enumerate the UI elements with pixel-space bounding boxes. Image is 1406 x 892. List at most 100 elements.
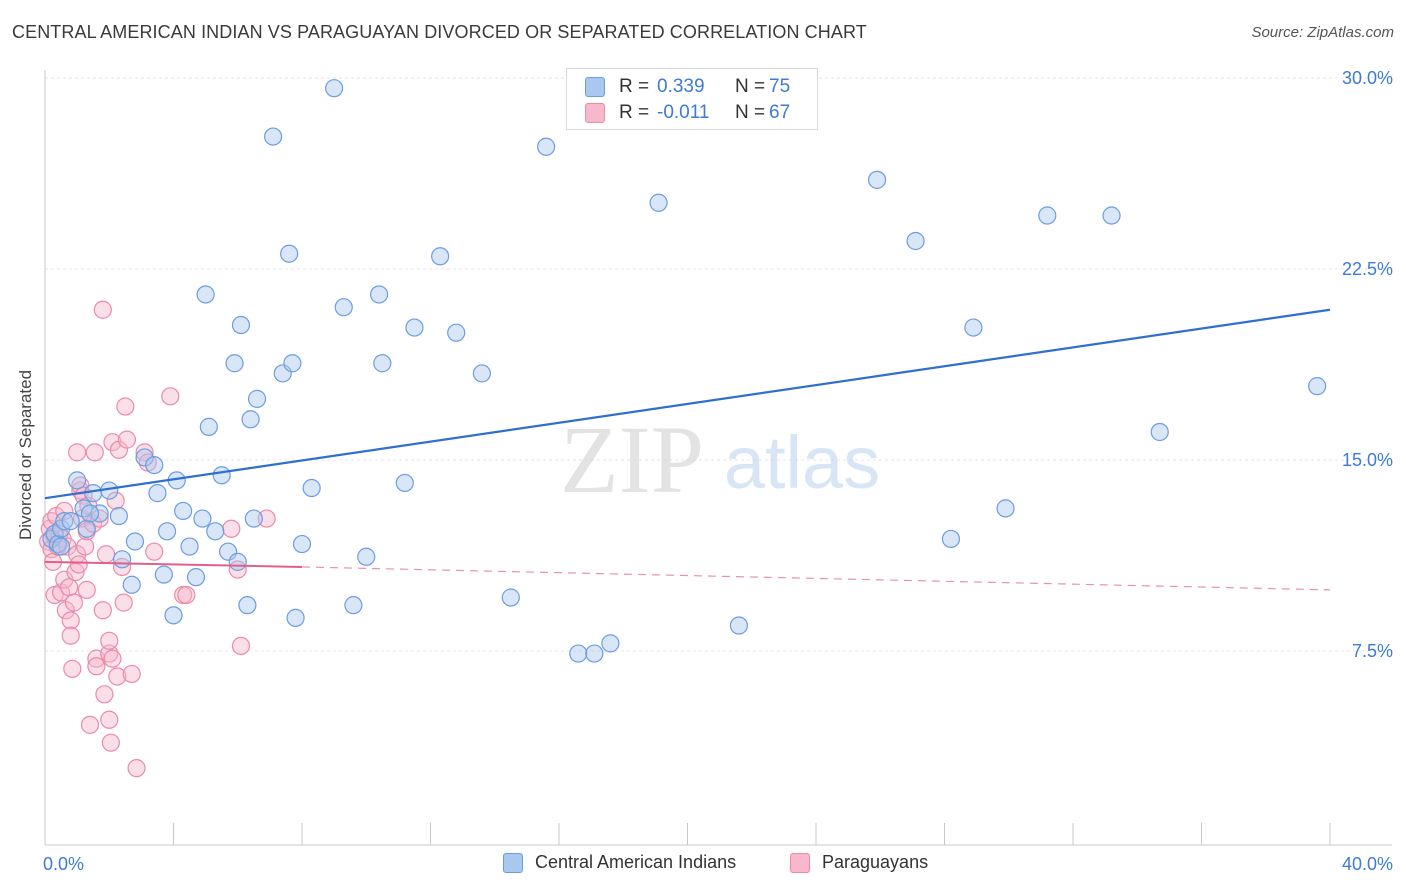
point-paraguayans bbox=[177, 585, 196, 605]
stats-legend-row-central-american-indians: R = 0.339 N = 75 bbox=[585, 75, 790, 99]
point-paraguayans bbox=[100, 710, 119, 729]
point-central-american-indians bbox=[77, 519, 96, 538]
point-paraguayans bbox=[108, 667, 127, 686]
point-central-american-indians bbox=[196, 285, 215, 304]
trend-line-paraguayans bbox=[44, 560, 303, 568]
watermark-zip: ZIP bbox=[560, 406, 704, 513]
point-paraguayans bbox=[93, 601, 112, 620]
point-paraguayans bbox=[222, 519, 241, 538]
point-paraguayans bbox=[93, 300, 112, 319]
point-paraguayans bbox=[145, 542, 164, 561]
y-tick-label: 15.0% bbox=[1342, 450, 1393, 470]
point-central-american-indians bbox=[154, 565, 173, 584]
source-label: Source: ZipAtlas.com bbox=[1251, 24, 1394, 41]
y-tick-label: 22.5% bbox=[1342, 259, 1393, 279]
point-paraguayans bbox=[55, 501, 74, 521]
point-central-american-indians bbox=[51, 537, 71, 556]
point-central-american-indians bbox=[164, 606, 183, 625]
point-paraguayans bbox=[95, 685, 114, 704]
point-central-american-indians bbox=[649, 193, 668, 212]
point-central-american-indians bbox=[395, 473, 414, 493]
point-paraguayans bbox=[80, 715, 100, 734]
point-central-american-indians bbox=[472, 364, 491, 383]
point-central-american-indians bbox=[68, 471, 87, 490]
r-value: 0.339 bbox=[657, 76, 705, 97]
trend-extension-paraguayans bbox=[301, 566, 1331, 591]
point-central-american-indians bbox=[447, 323, 466, 342]
point-central-american-indians bbox=[501, 588, 520, 607]
point-central-american-indians bbox=[537, 137, 556, 156]
point-paraguayans bbox=[64, 593, 84, 612]
point-central-american-indians bbox=[941, 529, 961, 549]
point-central-american-indians bbox=[1038, 206, 1057, 225]
point-central-american-indians bbox=[199, 417, 218, 436]
point-central-american-indians bbox=[1308, 377, 1327, 396]
point-paraguayans bbox=[100, 631, 119, 650]
point-central-american-indians bbox=[964, 318, 983, 337]
point-paraguayans bbox=[114, 593, 133, 612]
point-central-american-indians bbox=[280, 244, 299, 263]
point-central-american-indians bbox=[263, 127, 283, 146]
point-paraguayans bbox=[76, 537, 95, 556]
axes bbox=[44, 70, 1392, 846]
point-central-american-indians bbox=[148, 484, 167, 503]
point-central-american-indians bbox=[109, 506, 128, 526]
series-legend: Central American Indians Paraguayans bbox=[0, 852, 1406, 876]
point-central-american-indians bbox=[225, 354, 244, 373]
point-central-american-indians bbox=[247, 389, 267, 408]
point-central-american-indians bbox=[357, 547, 376, 566]
point-paraguayans bbox=[77, 580, 96, 599]
point-central-american-indians bbox=[55, 512, 74, 531]
legend-swatch-pink bbox=[790, 852, 810, 873]
point-central-american-indians bbox=[344, 596, 363, 615]
point-central-american-indians bbox=[90, 504, 109, 523]
point-central-american-indians bbox=[231, 315, 251, 335]
point-central-american-indians bbox=[135, 448, 154, 467]
chart-title: CENTRAL AMERICAN INDIAN VS PARAGUAYAN DI… bbox=[12, 22, 867, 42]
point-paraguayans bbox=[122, 664, 141, 684]
point-paraguayans bbox=[127, 759, 146, 778]
y-tick-label: 7.5% bbox=[1352, 641, 1393, 661]
point-paraguayans bbox=[85, 443, 104, 462]
legend-item-central-american-indians: Central American Indians bbox=[503, 852, 736, 873]
point-central-american-indians bbox=[61, 512, 80, 531]
tick-labels: 7.5% 15.0% 22.5% 30.0% 0.0% 40.0% bbox=[43, 68, 1393, 874]
point-paraguayans bbox=[257, 509, 276, 528]
legend-swatch-blue bbox=[503, 852, 523, 873]
point-paraguayans bbox=[117, 430, 137, 449]
point-central-american-indians bbox=[996, 499, 1015, 518]
point-central-american-indians bbox=[283, 354, 302, 373]
point-paraguayans bbox=[61, 611, 80, 630]
point-paraguayans bbox=[90, 509, 109, 528]
legend-label: Central American Indians bbox=[535, 852, 737, 872]
r-value: -0.011 bbox=[657, 102, 710, 123]
point-central-american-indians bbox=[180, 537, 199, 556]
point-central-american-indians bbox=[302, 478, 321, 498]
point-central-american-indians bbox=[373, 354, 392, 373]
point-central-american-indians bbox=[370, 285, 389, 304]
point-central-american-indians bbox=[125, 532, 145, 551]
point-central-american-indians bbox=[241, 410, 260, 429]
point-central-american-indians bbox=[601, 634, 620, 653]
point-paraguayans bbox=[116, 397, 135, 416]
point-central-american-indians bbox=[48, 534, 67, 554]
point-central-american-indians bbox=[906, 231, 925, 251]
legend-swatch-blue bbox=[585, 77, 605, 97]
n-value: 75 bbox=[769, 76, 791, 97]
x-tick-label: 40.0% bbox=[1342, 854, 1393, 874]
point-central-american-indians bbox=[186, 568, 206, 587]
point-paraguayans bbox=[68, 443, 87, 462]
point-central-american-indians bbox=[729, 616, 749, 635]
watermark-atlas: atlas bbox=[724, 421, 880, 504]
point-paraguayans bbox=[135, 443, 154, 462]
point-paraguayans bbox=[103, 649, 122, 668]
point-central-american-indians bbox=[145, 455, 164, 475]
point-central-american-indians bbox=[286, 608, 305, 627]
stats-legend: R = 0.339 N = 75 R = -0.011 N = 67 bbox=[566, 68, 818, 130]
point-paraguayans bbox=[100, 644, 119, 663]
point-paraguayans bbox=[231, 636, 251, 656]
point-central-american-indians bbox=[405, 318, 424, 337]
point-paraguayans bbox=[61, 626, 80, 645]
legend-swatch-pink bbox=[585, 103, 605, 123]
